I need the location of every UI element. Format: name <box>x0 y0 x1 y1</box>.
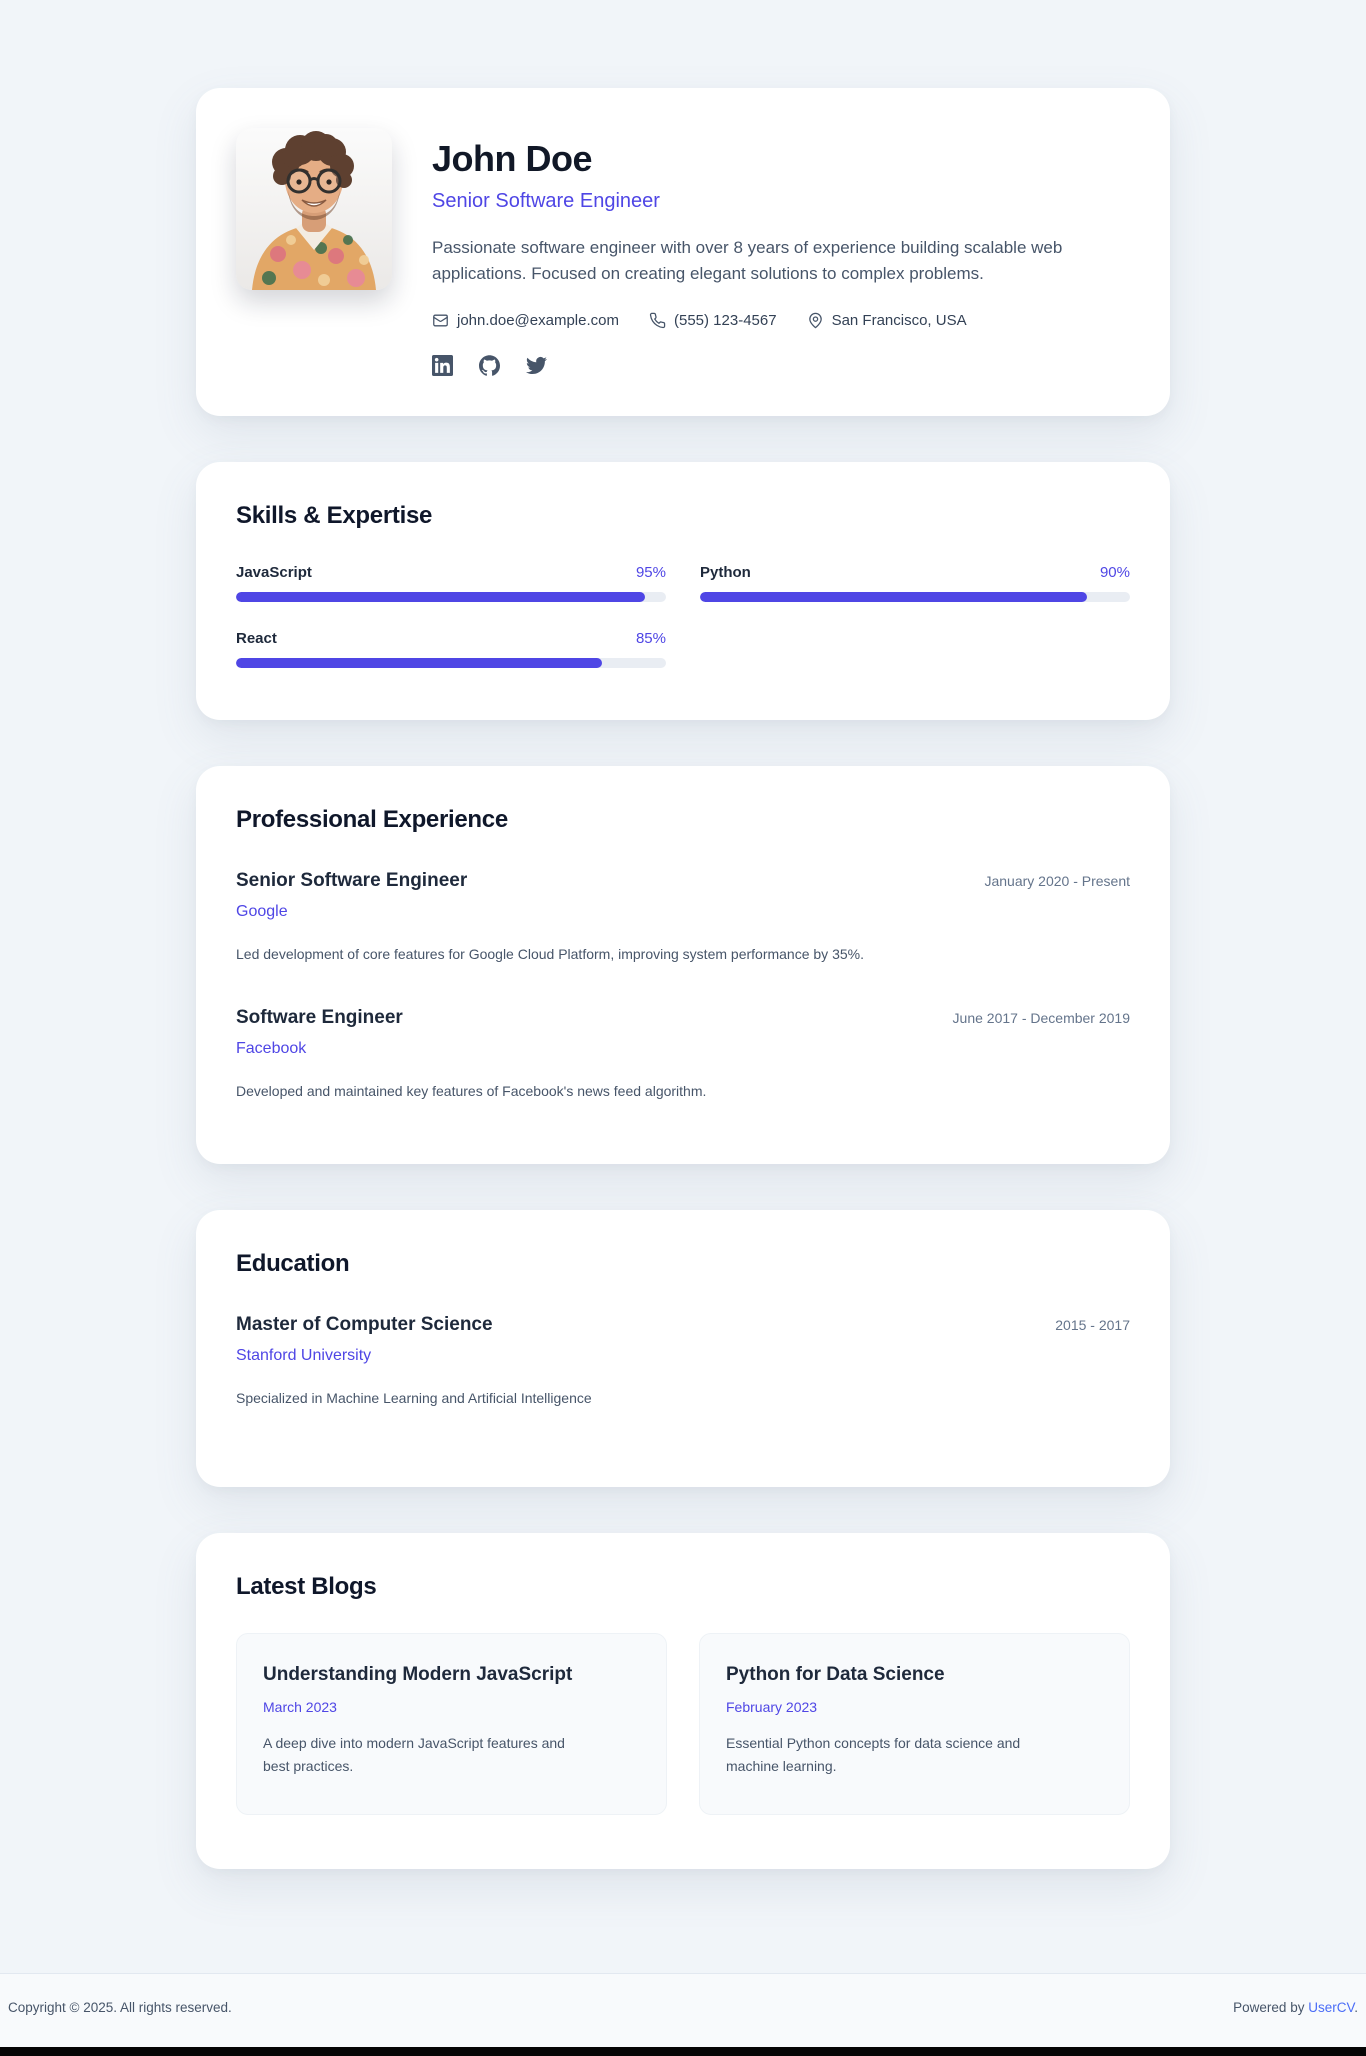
powered-by-prefix: Powered by <box>1233 2000 1309 2016</box>
social-row <box>432 355 1080 376</box>
skill-percent: 85% <box>635 630 666 647</box>
education-description: Specialized in Machine Learning and Arti… <box>236 1390 592 1406</box>
contact-location-text: San Francisco, USA <box>831 312 967 329</box>
contact-location: San Francisco, USA <box>807 312 967 329</box>
experience-title: Software Engineer <box>236 1007 403 1028</box>
skill-bar-track <box>700 592 1130 602</box>
page-footer: Copyright © 2025. All rights reserved. P… <box>0 1973 1366 2048</box>
experience-period: June 2017 - December 2019 <box>952 1010 1130 1026</box>
experience-company-link[interactable]: Google <box>236 903 288 920</box>
header-card: John Doe Senior Software Engineer Passio… <box>196 88 1170 416</box>
blog-description: Essential Python concepts for data scien… <box>726 1735 1021 1775</box>
skill-percent: 90% <box>1099 564 1130 581</box>
map-pin-icon <box>808 312 822 329</box>
skill-bar-track <box>236 592 666 602</box>
linkedin-link[interactable] <box>432 355 453 376</box>
skill-bar-fill <box>236 592 645 602</box>
experience-title: Senior Software Engineer <box>236 870 468 891</box>
blog-grid: Understanding Modern JavaScript March 20… <box>236 1633 1130 1816</box>
github-icon <box>479 355 500 376</box>
bottom-bar <box>0 2047 1366 2056</box>
blog-card[interactable]: Python for Data Science February 2023 Es… <box>699 1633 1130 1816</box>
profile-photo <box>236 128 392 290</box>
profile-job-title: Senior Software Engineer <box>432 190 660 212</box>
contact-email-text: john.doe@example.com <box>457 312 619 329</box>
skill-name: Python <box>700 564 751 581</box>
cv-page: John Doe Senior Software Engineer Passio… <box>196 0 1170 1973</box>
skill-name: React <box>236 630 277 647</box>
experience-description: Developed and maintained key features of… <box>236 1083 707 1099</box>
experience-period: January 2020 - Present <box>984 873 1130 889</box>
powered-by-suffix: . <box>1354 2000 1358 2016</box>
skill-react: React 85% <box>236 630 666 668</box>
contact-phone: (555) 123-4567 <box>649 312 777 329</box>
skill-python: Python 90% <box>700 564 1130 602</box>
skill-javascript: JavaScript 95% <box>236 564 666 602</box>
experience-description: Led development of core features for Goo… <box>236 946 864 962</box>
twitter-icon <box>526 356 547 375</box>
twitter-link[interactable] <box>526 355 547 376</box>
experience-card: Professional Experience Senior Software … <box>196 766 1170 1164</box>
profile-photo-illustration <box>236 128 392 290</box>
copyright-text: Copyright © 2025. All rights reserved. <box>8 2000 232 2016</box>
skills-grid: JavaScript 95% Python 90% React <box>236 564 1130 668</box>
powered-by: Powered by UserCV. <box>1233 2000 1358 2015</box>
education-heading: Education <box>236 1250 350 1277</box>
skill-percent: 95% <box>635 564 666 581</box>
skills-card: Skills & Expertise JavaScript 95% Python… <box>196 462 1170 720</box>
blog-card[interactable]: Understanding Modern JavaScript March 20… <box>236 1633 667 1816</box>
phone-icon <box>649 312 666 329</box>
contact-row: john.doe@example.com (555) 123-4567 San … <box>432 312 1080 329</box>
education-entry: Master of Computer Science 2015 - 2017 S… <box>236 1314 1130 1409</box>
blog-title: Understanding Modern JavaScript <box>263 1664 573 1685</box>
education-degree: Master of Computer Science <box>236 1314 493 1335</box>
page-title: John Doe <box>432 138 593 179</box>
github-link[interactable] <box>479 355 500 376</box>
mail-icon <box>433 314 448 327</box>
skill-bar-fill <box>700 592 1087 602</box>
blogs-heading: Latest Blogs <box>236 1573 377 1600</box>
blog-date: March 2023 <box>263 1699 337 1715</box>
usercv-link[interactable]: UserCV <box>1308 2000 1355 2016</box>
header-main: John Doe Senior Software Engineer Passio… <box>432 128 1080 376</box>
skill-bar-fill <box>236 658 602 668</box>
blog-date: February 2023 <box>726 1699 818 1715</box>
profile-bio: Passionate software engineer with over 8… <box>432 238 1063 283</box>
education-period: 2015 - 2017 <box>1055 1317 1130 1333</box>
education-school-link[interactable]: Stanford University <box>236 1347 372 1364</box>
education-card: Education Master of Computer Science 201… <box>196 1210 1170 1487</box>
contact-email: john.doe@example.com <box>432 312 619 329</box>
experience-entry: Software Engineer June 2017 - December 2… <box>236 1007 1130 1102</box>
skill-name: JavaScript <box>236 564 312 581</box>
blogs-card: Latest Blogs Understanding Modern JavaSc… <box>196 1533 1170 1870</box>
blog-description: A deep dive into modern JavaScript featu… <box>263 1735 565 1775</box>
experience-company-link[interactable]: Facebook <box>236 1040 307 1057</box>
blog-title: Python for Data Science <box>726 1664 945 1685</box>
experience-heading: Professional Experience <box>236 806 508 833</box>
experience-entry: Senior Software Engineer January 2020 - … <box>236 870 1130 965</box>
contact-phone-text: (555) 123-4567 <box>673 312 777 329</box>
linkedin-icon <box>432 355 453 376</box>
skills-heading: Skills & Expertise <box>236 502 433 529</box>
skill-bar-track <box>236 658 666 668</box>
